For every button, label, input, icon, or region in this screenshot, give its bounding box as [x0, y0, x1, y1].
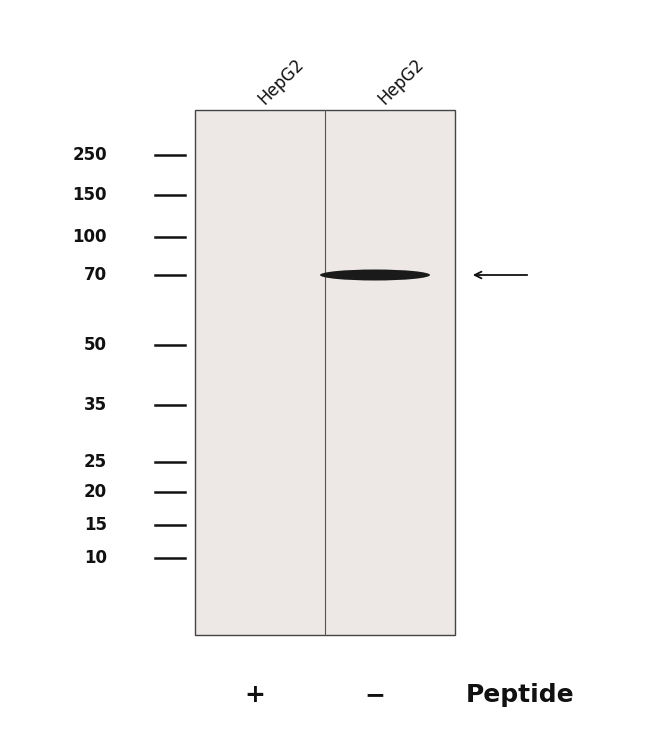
- Text: 35: 35: [84, 396, 107, 414]
- Text: +: +: [244, 683, 265, 707]
- Text: HepG2: HepG2: [255, 55, 308, 108]
- Text: 50: 50: [84, 336, 107, 354]
- Text: 250: 250: [72, 146, 107, 164]
- Text: 25: 25: [84, 453, 107, 471]
- Text: 20: 20: [84, 483, 107, 501]
- Ellipse shape: [320, 269, 430, 280]
- Text: 15: 15: [84, 516, 107, 534]
- Text: 150: 150: [72, 186, 107, 204]
- Text: −: −: [365, 683, 385, 707]
- Text: 100: 100: [72, 228, 107, 246]
- Text: Peptide: Peptide: [465, 683, 575, 707]
- Bar: [195, 110, 455, 635]
- Text: HepG2: HepG2: [375, 55, 428, 108]
- Text: 70: 70: [84, 266, 107, 284]
- Text: 10: 10: [84, 549, 107, 567]
